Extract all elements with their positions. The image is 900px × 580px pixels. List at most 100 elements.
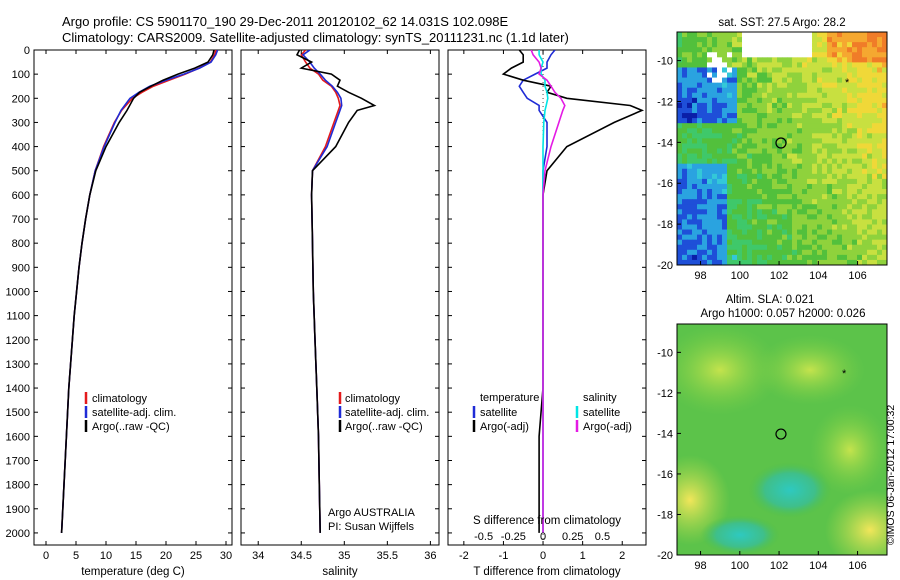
sst-cell: [732, 214, 738, 220]
sst-cell: [752, 178, 758, 185]
sst-cell: [677, 138, 683, 144]
sst-cell: [737, 163, 743, 170]
sst-cell: [862, 128, 868, 134]
sst-cell: [827, 254, 833, 261]
sst-cell: [757, 194, 763, 200]
sst-cell: [802, 128, 808, 134]
sst-cell: [707, 158, 713, 165]
sst-cell: [797, 118, 803, 124]
sst-cell: [727, 47, 733, 53]
sst-cell: [822, 62, 828, 68]
sst-cell: [777, 107, 783, 114]
sst-cell: [702, 178, 708, 185]
sst-cell: [717, 32, 723, 38]
sst-cell: [867, 102, 873, 109]
sla-map-frame: [676, 323, 888, 556]
sst-cell: [687, 148, 693, 154]
sst-cell: [792, 173, 798, 180]
sst-cell: [792, 87, 798, 94]
sst-cell: [687, 183, 693, 190]
sst-cell: [837, 153, 843, 160]
sst-cell: [772, 123, 778, 129]
sst-cell: [837, 214, 843, 220]
sst-cell: [767, 77, 773, 84]
sst-cell: [752, 52, 758, 58]
sst-cell: [757, 244, 763, 251]
sst-cell: [762, 244, 768, 251]
sst-cell: [737, 173, 743, 180]
sst-cell: [867, 72, 873, 78]
sst-cell: [812, 249, 818, 256]
sst-cell: [732, 118, 738, 124]
sst-cell: [722, 158, 728, 165]
sst-cell: [682, 47, 688, 53]
sst-cell: [762, 254, 768, 261]
sst-cell: [682, 62, 688, 68]
sst-cell: [792, 163, 798, 170]
sst-cell: [707, 219, 713, 225]
sst-cell: [757, 62, 763, 68]
sst-cell: [762, 32, 768, 38]
sst-cell: [827, 72, 833, 78]
sst-cell: [717, 128, 723, 134]
sst-cell: [832, 102, 838, 109]
sst-cell: [877, 118, 883, 124]
sst-cell: [757, 259, 763, 265]
sst-cell: [712, 178, 718, 185]
sst-cell: [687, 37, 693, 43]
sst-cell: [817, 234, 823, 241]
sst-cell: [857, 92, 863, 99]
sst-cell: [862, 133, 868, 139]
sst-cell: [827, 32, 833, 38]
sst-cell: [857, 234, 863, 241]
sst-cell: [757, 123, 763, 129]
sst-cell: [792, 194, 798, 200]
sst-cell: [862, 234, 868, 241]
sst-cell: [852, 72, 858, 78]
sst-cell: [847, 82, 853, 89]
sst-cell: [762, 97, 768, 104]
sst-cell: [872, 199, 878, 205]
sst-cell: [792, 128, 798, 134]
sst-cell: [762, 148, 768, 154]
sst-cell: [802, 143, 808, 149]
sst-cell: [732, 199, 738, 205]
sst-cell: [677, 143, 683, 149]
sst-cell: [707, 113, 713, 119]
sst-cell: [867, 138, 873, 144]
sst-cell: [737, 209, 743, 215]
sst-cell: [827, 244, 833, 251]
sst-cell: [782, 57, 788, 63]
sst-cell: [777, 42, 783, 48]
sst-cell: [832, 173, 838, 180]
sst-cell: [812, 107, 818, 114]
sst-cell: [852, 123, 858, 129]
sst-cell: [842, 143, 848, 149]
sst-cell: [842, 249, 848, 256]
sst-cell: [727, 153, 733, 160]
sst-cell: [732, 153, 738, 160]
depth-tick-label: 2000: [6, 528, 30, 540]
sst-cell: [847, 113, 853, 119]
sst-cell: [807, 163, 813, 170]
sst-cell: [782, 128, 788, 134]
sst-cell: [712, 47, 718, 53]
sst-cell: [757, 163, 763, 170]
sst-cell: [722, 52, 728, 58]
sst-cell: [752, 259, 758, 265]
sst-cell: [717, 224, 723, 230]
sst-cell: [872, 204, 878, 210]
sst-cell: [757, 158, 763, 165]
sst-cell: [727, 234, 733, 241]
sst-cell: [747, 92, 753, 99]
sst-cell: [842, 148, 848, 154]
sst-cell: [692, 82, 698, 89]
sst-cell: [732, 148, 738, 154]
sst-cell: [787, 77, 793, 84]
sst-cell: [877, 168, 883, 175]
sst-cell: [762, 204, 768, 210]
sst-cell: [837, 77, 843, 84]
sst-cell: [767, 113, 773, 119]
sst-cell: [852, 87, 858, 94]
sst-cell: [752, 77, 758, 84]
